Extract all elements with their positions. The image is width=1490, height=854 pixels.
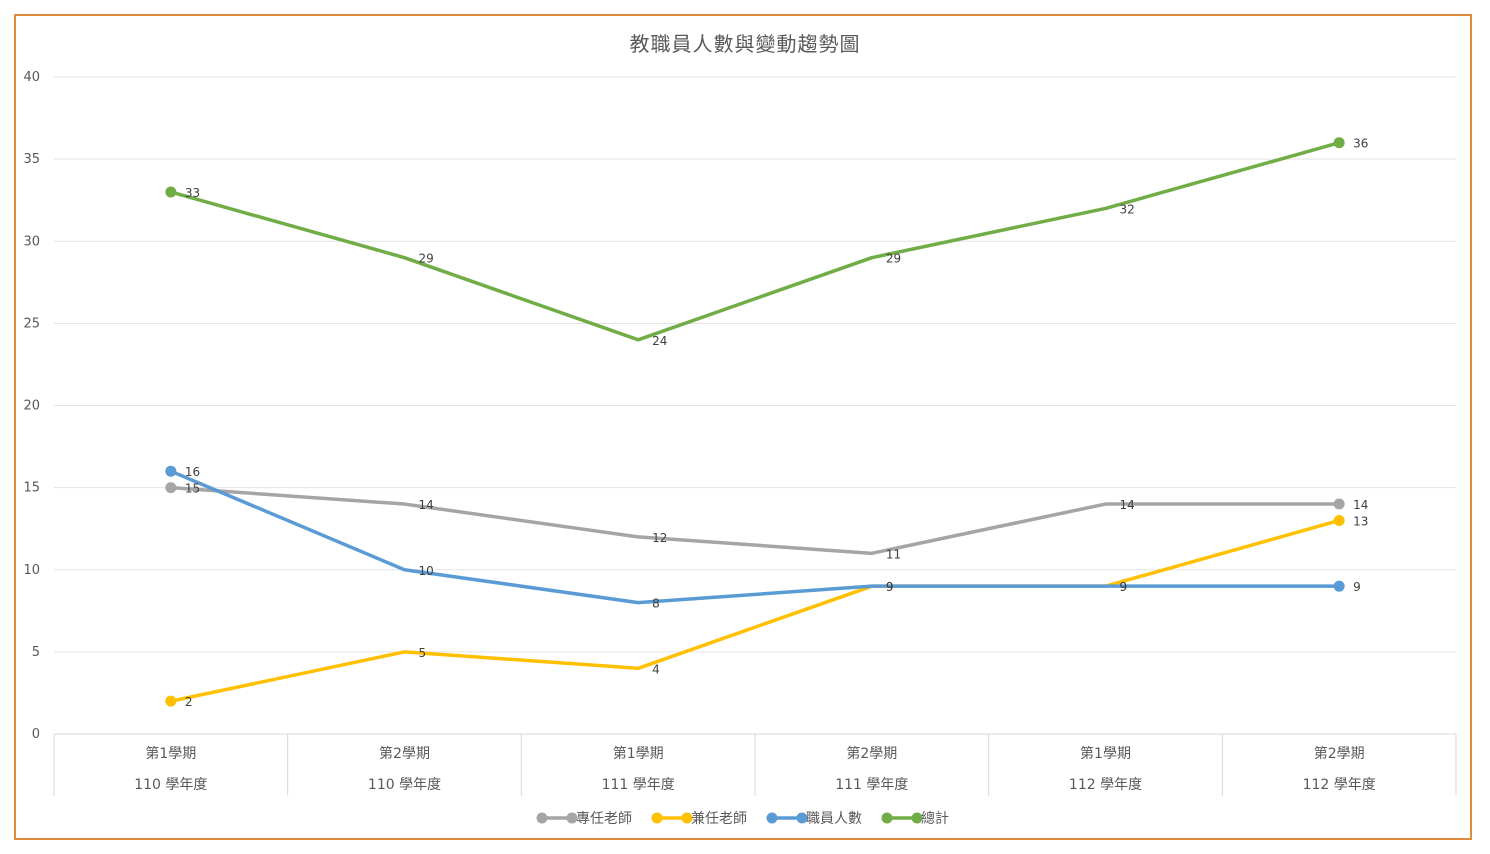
y-tick-label: 0 bbox=[32, 727, 40, 742]
series-line-3 bbox=[169, 469, 1341, 605]
data-label: 29 bbox=[419, 252, 434, 266]
series-line-2 bbox=[169, 518, 1341, 703]
y-tick-label: 20 bbox=[23, 399, 40, 414]
data-label: 14 bbox=[1353, 498, 1368, 512]
x-group-label: 112 學年度 bbox=[1303, 777, 1376, 793]
y-tick-label: 30 bbox=[23, 234, 40, 249]
data-point bbox=[165, 695, 177, 707]
legend-marker bbox=[566, 812, 578, 824]
data-label: 9 bbox=[1120, 580, 1128, 594]
legend-marker bbox=[651, 812, 663, 824]
legend-marker bbox=[681, 812, 693, 824]
data-label: 2 bbox=[185, 695, 193, 709]
x-tick-label: 第2學期 bbox=[846, 745, 897, 762]
y-tick-label: 40 bbox=[23, 70, 40, 85]
legend-marker bbox=[796, 812, 808, 824]
data-label: 15 bbox=[185, 482, 200, 496]
x-tick-label: 第1學期 bbox=[613, 745, 664, 762]
data-label: 33 bbox=[185, 186, 200, 200]
data-label: 14 bbox=[419, 498, 434, 512]
data-point bbox=[165, 465, 177, 477]
data-label: 16 bbox=[185, 465, 200, 479]
x-group-label: 112 學年度 bbox=[1069, 777, 1142, 793]
x-tick-label: 第1學期 bbox=[1080, 745, 1131, 762]
legend-label: 職員人數 bbox=[806, 811, 862, 827]
y-tick-label: 35 bbox=[23, 152, 40, 167]
series-line-4 bbox=[169, 140, 1341, 342]
data-label: 9 bbox=[886, 580, 894, 594]
data-label: 36 bbox=[1353, 137, 1368, 151]
y-tick-label: 5 bbox=[32, 645, 40, 660]
legend-marker bbox=[911, 812, 923, 824]
data-point bbox=[1333, 514, 1345, 526]
x-group-label: 110 學年度 bbox=[368, 777, 441, 793]
data-point bbox=[165, 482, 177, 494]
x-tick-label: 第2學期 bbox=[379, 745, 430, 762]
legend-label: 專任老師 bbox=[576, 811, 632, 827]
data-label: 32 bbox=[1120, 202, 1135, 216]
chart-frame bbox=[14, 14, 1472, 840]
y-tick-label: 25 bbox=[23, 316, 40, 331]
data-label: 11 bbox=[886, 547, 901, 561]
x-tick-label: 第1學期 bbox=[145, 745, 196, 762]
x-group-label: 111 學年度 bbox=[835, 777, 908, 793]
chart-title: 教職員人數與變動趨勢圖 bbox=[629, 32, 861, 56]
x-tick-label: 第2學期 bbox=[1314, 745, 1365, 762]
legend-marker bbox=[766, 812, 778, 824]
data-point bbox=[1333, 137, 1345, 149]
data-label: 29 bbox=[886, 252, 901, 266]
legend-label: 兼任老師 bbox=[691, 811, 747, 827]
data-label: 24 bbox=[652, 334, 667, 348]
data-label: 9 bbox=[1353, 580, 1361, 594]
y-tick-label: 15 bbox=[23, 481, 40, 496]
data-label: 4 bbox=[652, 662, 660, 676]
y-tick-label: 10 bbox=[23, 563, 40, 578]
data-label: 9 bbox=[1120, 580, 1128, 594]
data-label: 13 bbox=[1353, 514, 1368, 528]
data-label: 10 bbox=[419, 564, 434, 578]
data-point bbox=[165, 186, 177, 198]
data-label: 12 bbox=[652, 531, 667, 545]
x-group-label: 110 學年度 bbox=[134, 777, 207, 793]
data-point bbox=[1333, 498, 1345, 510]
data-label: 8 bbox=[652, 597, 660, 611]
legend-label: 總計 bbox=[921, 810, 949, 827]
data-label: 5 bbox=[419, 646, 427, 660]
x-group-label: 111 學年度 bbox=[602, 777, 675, 793]
data-label: 14 bbox=[1120, 498, 1135, 512]
data-point bbox=[1333, 580, 1345, 592]
legend-marker bbox=[881, 812, 893, 824]
data-label: 9 bbox=[886, 580, 894, 594]
series-line-1 bbox=[169, 485, 1341, 556]
legend-marker bbox=[536, 812, 548, 824]
